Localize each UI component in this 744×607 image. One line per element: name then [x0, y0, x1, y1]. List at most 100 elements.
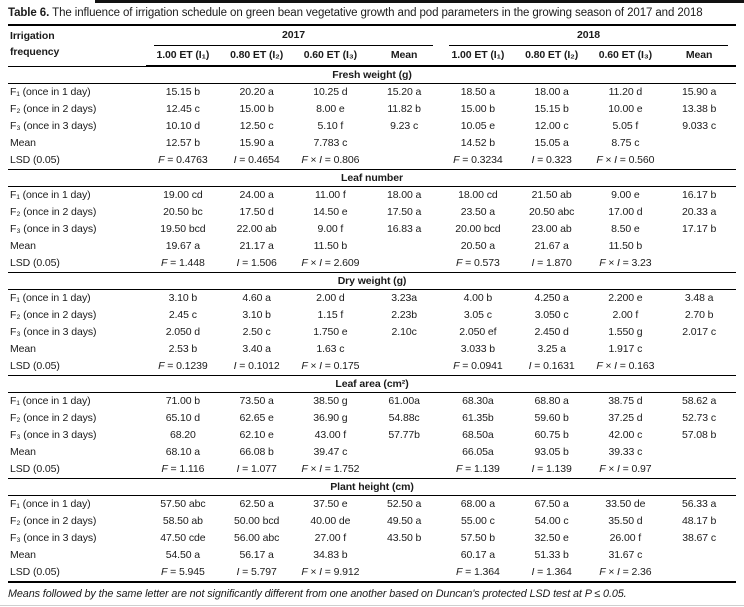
table-row: F₁ (once in 1 day) 19.00 cd 24.00 a 11.00 f… — [8, 187, 736, 205]
footnote: Means followed by the same letter are no… — [8, 588, 627, 600]
row-header-line1: Irrigation — [10, 30, 55, 42]
value-cell — [367, 444, 441, 461]
value-cell: 38.67 c — [682, 532, 716, 544]
table-row: Mean 12.57 b 15.90 a 7.783 c 14.52 b 15.05 a 8… — [8, 135, 736, 152]
row-header-line2: frequency — [10, 46, 60, 58]
table-title-text: The influence of irrigation schedule on … — [52, 7, 703, 19]
value-cell: 68.20 — [169, 429, 196, 441]
row-label: LSD (0.05) — [10, 360, 60, 372]
value-cell: 17.50 a — [386, 206, 422, 218]
value-cell: 4.00 b — [463, 292, 493, 304]
value-cell — [662, 152, 736, 170]
section-title: Dry weight (g) — [8, 272, 736, 290]
value-cell: 66.05a — [462, 446, 494, 458]
table-row: F₁ (once in 1 day) 3.10 b 4.60 a 2.00 d 3.23… — [8, 290, 736, 308]
section-title-row: Leaf area (cm²) — [8, 375, 736, 393]
value-cell: F = 5.945 — [160, 566, 205, 578]
value-cell: 31.67 c — [608, 549, 643, 561]
row-label: F₂ (once in 2 days) — [10, 412, 97, 424]
value-cell: 60.17 a — [460, 549, 496, 561]
value-cell: 4.250 a — [534, 292, 569, 304]
value-cell: I = 0.1631 — [528, 360, 575, 372]
value-cell: 15.90 a — [239, 137, 274, 149]
value-cell: 56.33 a — [681, 498, 717, 510]
value-cell: 52.50 a — [386, 498, 422, 510]
value-cell: 20.50 abc — [529, 206, 575, 218]
value-cell: F × I = 1.752 — [301, 463, 360, 475]
value-cell: 33.50 de — [605, 498, 646, 510]
value-cell: 3.050 c — [534, 309, 569, 321]
table-row: F₂ (once in 2 days) 20.50 bc 17.50 d 14.50 … — [8, 204, 736, 221]
value-cell: 20.50 bc — [163, 206, 203, 218]
table-row: F₂ (once in 2 days) 65.10 d 62.65 e 36.90 g… — [8, 410, 736, 427]
value-cell: 3.25 a — [537, 343, 566, 355]
value-cell — [662, 461, 736, 479]
value-cell: 57.77b — [388, 429, 420, 441]
value-cell: 61.00a — [388, 395, 420, 407]
table-header: Irrigation frequency 2017 2018 1.00 ET (… — [8, 25, 736, 67]
value-cell: 11.50 b — [313, 240, 348, 252]
table-row: LSD (0.05) F = 1.448 I = 1.506 F × I = 2.60… — [8, 255, 736, 273]
value-cell: 61.35b — [462, 412, 494, 424]
value-cell: 2.200 e — [608, 292, 643, 304]
value-cell: 2.017 c — [682, 326, 716, 338]
section-title: Plant height (cm) — [8, 478, 736, 496]
value-cell: 16.17 b — [681, 189, 717, 201]
value-cell: F × I = 0.175 — [301, 360, 360, 372]
value-cell: F × I = 2.36 — [599, 566, 652, 578]
value-cell: 2.450 d — [534, 326, 569, 338]
value-cell: 40.00 de — [310, 515, 351, 527]
value-cell: 10.00 e — [608, 103, 643, 115]
section-title-row: Fresh weight (g) — [8, 65, 736, 84]
value-cell: 15.00 b — [460, 103, 496, 115]
value-cell: 20.20 a — [239, 86, 274, 98]
value-cell: 1.750 e — [313, 326, 348, 338]
value-cell: I = 1.870 — [531, 257, 572, 269]
value-cell: 19.50 bcd — [160, 223, 206, 235]
value-cell: 9.00 e — [611, 189, 640, 201]
value-cell: 93.05 b — [534, 446, 569, 458]
year-group-2018: 2018 — [441, 25, 736, 46]
value-cell: 15.90 a — [681, 86, 717, 98]
value-cell: 62.10 e — [239, 429, 274, 441]
value-cell: 2.70 b — [684, 309, 714, 321]
value-cell: 19.00 cd — [163, 189, 203, 201]
value-cell: 47.50 cde — [160, 532, 206, 544]
value-cell: F × I = 9.912 — [301, 566, 360, 578]
value-cell: 20.50 a — [460, 240, 496, 252]
value-cell: 42.00 c — [608, 429, 643, 441]
value-cell: 8.50 e — [611, 223, 640, 235]
value-cell: 54.00 c — [534, 515, 569, 527]
row-label: Mean — [10, 549, 36, 561]
value-cell: 1.550 g — [608, 326, 643, 338]
value-cell — [367, 341, 441, 358]
value-cell: 57.50 b — [460, 532, 496, 544]
value-cell: 3.10 b — [242, 309, 271, 321]
row-label: Mean — [10, 343, 36, 355]
value-cell — [662, 358, 736, 376]
column-header-irrigation-frequency: Irrigation frequency — [8, 25, 146, 66]
table-row: Mean 54.50 a 56.17 a 34.83 b 60.17 a 51.33 b 3… — [8, 547, 736, 564]
value-cell: 39.47 c — [313, 446, 348, 458]
value-cell: 17.00 d — [608, 206, 643, 218]
value-cell: F × I = 2.609 — [301, 257, 360, 269]
value-cell: 62.50 a — [239, 498, 274, 510]
value-cell: 24.00 a — [239, 189, 274, 201]
table-row: LSD (0.05) F = 1.116 I = 1.077 F × I = 1.75… — [8, 461, 736, 479]
value-cell: 8.00 e — [316, 103, 345, 115]
column-header-2018-et100: 1.00 ET (I₁) — [441, 46, 515, 67]
value-cell: 2.050 ef — [459, 326, 497, 338]
section-title: Leaf number — [8, 169, 736, 187]
value-cell: 14.50 e — [313, 206, 348, 218]
value-cell — [367, 135, 441, 152]
table-row: F₃ (once in 3 days) 47.50 cde 56.00 abc 27.… — [8, 530, 736, 547]
value-cell: 57.50 abc — [160, 498, 206, 510]
value-cell: 19.67 a — [165, 240, 201, 252]
value-cell — [367, 461, 441, 479]
section-title-row: Leaf number — [8, 169, 736, 187]
scan-artifact-bar — [95, 0, 744, 3]
row-label: F₁ (once in 1 day) — [10, 86, 91, 98]
column-header-2018-mean: Mean — [662, 46, 736, 67]
value-cell: 21.67 a — [534, 240, 569, 252]
value-cell: 37.50 e — [313, 498, 348, 510]
